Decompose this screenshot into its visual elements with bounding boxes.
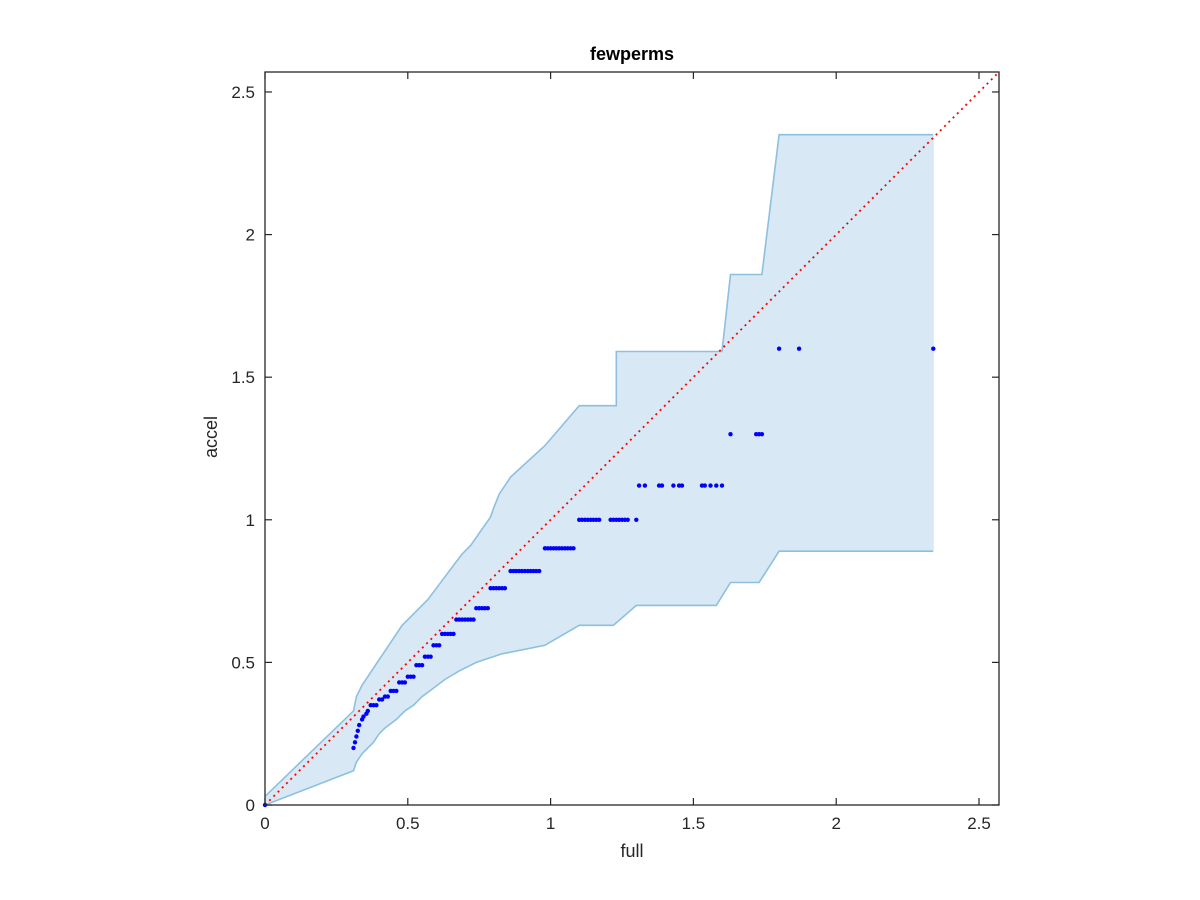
data-point	[728, 432, 733, 437]
data-point	[537, 568, 542, 574]
data-point	[354, 734, 359, 739]
x-axis-label: full	[620, 841, 643, 861]
data-point	[485, 606, 490, 611]
data-point	[931, 346, 936, 351]
data-point	[571, 546, 576, 551]
diagonal-reference-line	[264, 71, 1000, 806]
x-tick-label: 1.5	[682, 814, 706, 833]
data-point	[451, 631, 456, 637]
data-point	[679, 483, 685, 488]
x-tick-label: 0.5	[396, 814, 420, 833]
data-point	[776, 346, 782, 351]
data-point	[357, 722, 362, 728]
data-point	[636, 483, 642, 488]
data-point	[671, 483, 676, 488]
data-point	[634, 517, 639, 522]
data-point	[365, 708, 370, 714]
data-point	[708, 483, 713, 488]
data-point	[385, 694, 390, 699]
data-point	[471, 617, 476, 622]
data-point	[659, 483, 665, 488]
data-point	[437, 643, 442, 648]
y-tick-label: 2.5	[231, 83, 255, 102]
chart-title: fewperms	[590, 44, 674, 64]
data-point	[351, 745, 356, 751]
plot-frame	[264, 71, 1000, 806]
confidence-band	[265, 134, 934, 805]
y-tick-label: 0	[246, 796, 255, 815]
y-tick-label: 1	[246, 511, 255, 530]
data-point	[355, 728, 360, 733]
y-tick-label: 2	[246, 226, 255, 245]
data-point	[625, 517, 630, 522]
data-point	[597, 517, 602, 522]
data-point	[502, 586, 508, 591]
y-tick-label: 1.5	[231, 368, 255, 387]
data-point	[402, 680, 408, 685]
data-point	[714, 483, 719, 488]
x-tick-label: 2.5	[967, 814, 991, 833]
data-point	[428, 654, 433, 659]
y-tick-label: 0.5	[231, 653, 255, 672]
band-upper-edge	[264, 133, 934, 797]
data-point	[394, 688, 399, 694]
band-lower-edge	[264, 550, 934, 806]
data-point	[361, 714, 366, 719]
data-point	[796, 346, 802, 351]
data-point	[759, 432, 765, 437]
data-point	[352, 740, 358, 745]
x-tick-label: 1	[546, 814, 555, 833]
data-point	[411, 674, 416, 679]
y-axis-label: accel	[201, 416, 221, 458]
data-point	[719, 483, 725, 488]
data-point	[702, 483, 707, 488]
data-point	[419, 663, 425, 668]
data-point	[374, 703, 379, 708]
data-point	[642, 483, 648, 488]
data-point	[379, 697, 385, 702]
x-tick-label: 0	[260, 814, 269, 833]
x-tick-label: 2	[831, 814, 840, 833]
